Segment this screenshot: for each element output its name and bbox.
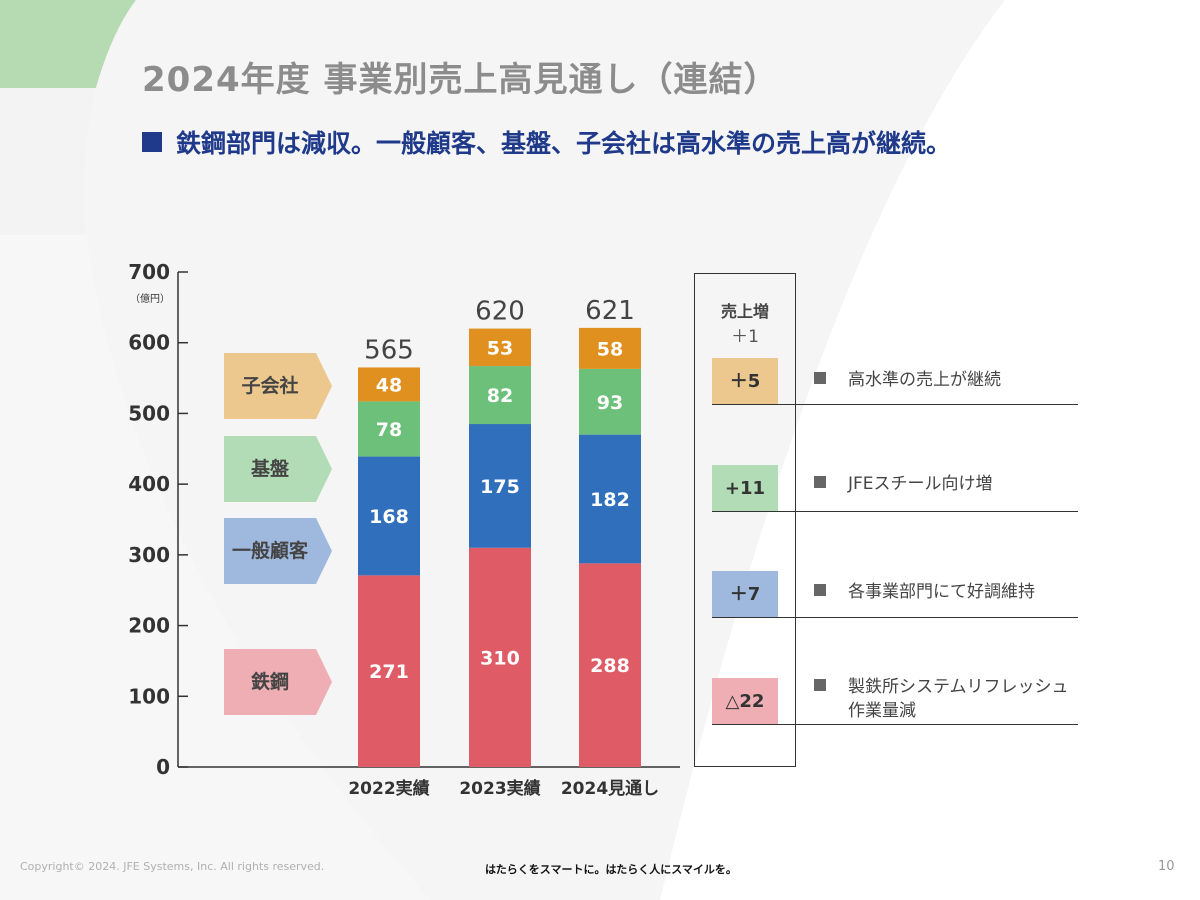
segment-label-general-customers: 一般顧客: [224, 518, 332, 584]
bar-segment: [358, 401, 420, 457]
bar-value-label: 288: [590, 655, 630, 677]
delta-infrastructure: +11: [712, 465, 778, 512]
bar-value-label: 53: [487, 337, 513, 359]
bar-segment: [358, 575, 420, 767]
note-text: 製鉄所システムリフレッシュ: [848, 677, 1069, 697]
sales-change-total: ＋1: [731, 327, 759, 347]
square-bullet-icon: [814, 476, 826, 488]
x-category-label: 2023実績: [459, 778, 540, 799]
square-bullet-icon: [814, 584, 826, 596]
bar-total-label: 620: [475, 297, 525, 327]
subtitle-text: 鉄鋼部門は減収。一般顧客、基盤、子会社は高水準の売上高が継続。: [176, 129, 952, 158]
square-bullet-icon: [814, 679, 826, 691]
page-subtitle: 鉄鋼部門は減収。一般顧客、基盤、子会社は高水準の売上高が継続。: [142, 124, 951, 160]
y-tick-label: 300: [128, 543, 170, 567]
page-title: 2024年度 事業別売上高見通し（連結）: [142, 60, 779, 100]
bar-segment: [469, 366, 531, 425]
divider-line: [712, 404, 1078, 405]
bar-value-label: 271: [369, 661, 409, 683]
x-category-label: 2022実績: [348, 778, 429, 799]
bar-total-label: 621: [585, 296, 635, 326]
sales-change-header: 売上増: [720, 302, 769, 321]
copyright: Copyright© 2024. JFE Systems, Inc. All r…: [20, 860, 325, 873]
note-steel: 製鉄所システムリフレッシュ 作業量減: [814, 675, 1069, 723]
segment-label-text: 鉄鋼: [250, 671, 289, 693]
segment-label-infrastructure: 基盤: [224, 436, 332, 502]
x-category-label: 2024見通し: [561, 779, 659, 799]
tagline: はたらくをスマートに。はたらく人にスマイルを。: [485, 863, 737, 876]
divider-line: [712, 724, 1078, 725]
bar-value-label: 182: [590, 489, 630, 511]
delta-subsidiary: ＋5: [712, 358, 778, 405]
delta-general-customers: ＋7: [712, 571, 778, 618]
bar-segment: [469, 547, 531, 767]
bar-segment: [469, 328, 531, 367]
y-tick-label: 700: [128, 260, 170, 284]
note-infrastructure: JFEスチール向け増: [814, 472, 993, 496]
bar-total-label: 565: [364, 335, 414, 365]
segment-label-text: 基盤: [250, 458, 289, 480]
segment-label-subsidiary: 子会社: [224, 353, 332, 419]
bar-segment: [579, 434, 641, 564]
page-number: 10: [1158, 859, 1175, 874]
divider-line: [712, 511, 1078, 512]
bar-value-label: 93: [597, 392, 623, 414]
delta-steel: △22: [712, 678, 778, 725]
y-tick-label: 500: [128, 401, 170, 425]
segment-label-steel: 鉄鋼: [224, 649, 332, 715]
note-text: 各事業部門にて好調維持: [848, 582, 1035, 602]
segment-label-text: 子会社: [241, 375, 299, 397]
y-tick-label: 400: [128, 472, 170, 496]
bar-value-label: 78: [376, 419, 402, 441]
bar-segment: [579, 563, 641, 767]
bar-value-label: 175: [480, 476, 520, 498]
bar-segment: [579, 327, 641, 369]
bar-value-label: 168: [369, 506, 409, 528]
bar-value-label: 82: [487, 385, 513, 407]
square-bullet-icon: [814, 372, 826, 384]
bar-value-label: 48: [376, 374, 402, 396]
y-tick-label: 200: [128, 614, 170, 638]
note-text: 高水準の売上が継続: [848, 370, 1001, 390]
y-tick-label: 0: [156, 755, 170, 779]
bar-segment: [358, 367, 420, 402]
bar-segment: [469, 424, 531, 548]
bar-value-label: 58: [597, 338, 623, 360]
note-text-line2: 作業量減: [848, 701, 916, 721]
bar-value-label: 310: [480, 647, 520, 669]
segment-label-text: 一般顧客: [231, 540, 308, 562]
bar-segment: [579, 368, 641, 435]
y-tick-label: 600: [128, 331, 170, 355]
bar-segment: [358, 456, 420, 576]
divider-line: [712, 617, 1078, 618]
square-bullet-icon: [142, 132, 162, 152]
note-subsidiary: 高水準の売上が継続: [814, 368, 1001, 392]
y-tick-label: 100: [128, 684, 170, 708]
y-axis-unit-label: （億円）: [130, 292, 170, 305]
note-general-customers: 各事業部門にて好調維持: [814, 580, 1035, 604]
sales-change-box: [694, 273, 796, 767]
note-text: JFEスチール向け増: [848, 474, 993, 494]
